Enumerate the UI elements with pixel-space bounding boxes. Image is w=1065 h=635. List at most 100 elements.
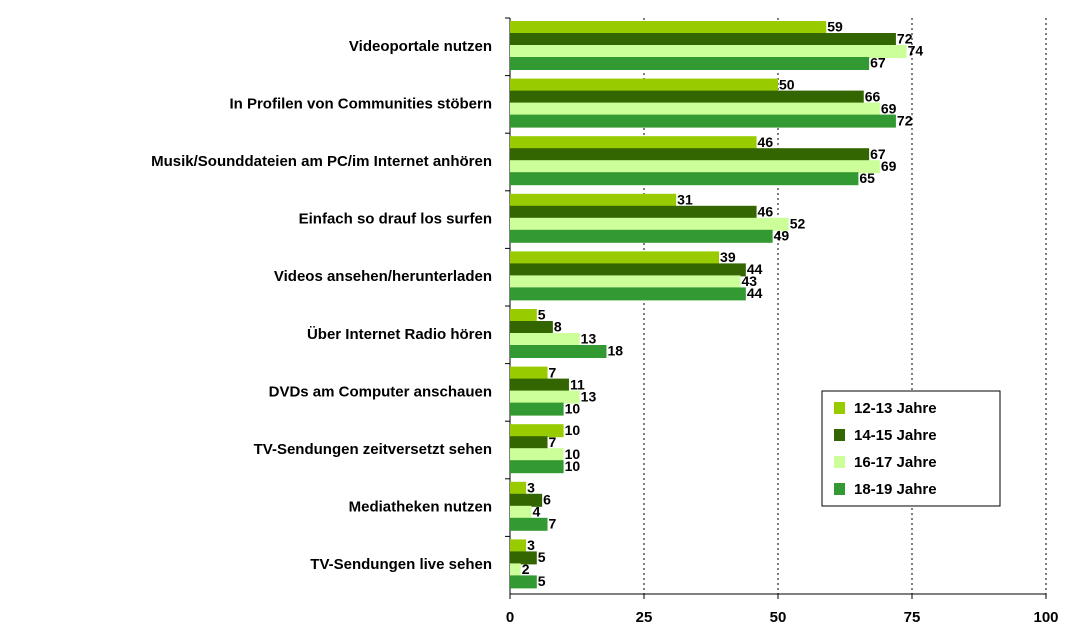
bar <box>510 172 859 186</box>
data-label: 8 <box>554 319 562 335</box>
bar <box>510 102 880 116</box>
data-label: 72 <box>897 112 913 128</box>
x-tick-label: 75 <box>904 609 921 626</box>
data-label: 50 <box>779 76 795 92</box>
data-label: 67 <box>870 55 886 71</box>
data-label: 18 <box>607 343 623 359</box>
bar <box>510 493 543 507</box>
data-label: 5 <box>538 307 546 323</box>
x-tick-label: 50 <box>770 609 787 626</box>
x-tick-label: 25 <box>636 609 653 626</box>
data-label: 3 <box>527 537 535 553</box>
bar <box>510 460 564 474</box>
bar <box>510 505 532 519</box>
bar <box>510 321 553 334</box>
bar <box>510 229 773 243</box>
data-label: 44 <box>747 261 763 277</box>
bar <box>510 551 537 565</box>
data-label: 4 <box>532 504 540 520</box>
y-tick-label: Einfach so drauf los surfen <box>299 211 492 228</box>
data-label: 59 <box>827 19 843 35</box>
bar <box>510 21 827 34</box>
data-label: 43 <box>741 273 757 289</box>
bar <box>510 57 870 70</box>
x-tick-label: 100 <box>1033 609 1058 626</box>
y-tick-label: Mediatheken nutzen <box>349 499 492 516</box>
bar <box>510 160 880 174</box>
bar <box>510 378 569 392</box>
data-label: 39 <box>720 249 736 265</box>
data-label: 6 <box>543 492 551 508</box>
data-label: 3 <box>527 480 535 496</box>
bar <box>510 366 548 380</box>
data-label: 65 <box>859 170 875 186</box>
y-tick-label: TV-Sendungen zeitversetzt sehen <box>254 441 492 458</box>
bar <box>510 287 746 301</box>
y-tick-label: DVDs am Computer anschauen <box>269 383 492 400</box>
bar <box>510 345 607 358</box>
bar <box>510 251 720 265</box>
data-label: 74 <box>908 43 924 59</box>
y-tick-label: Videoportale nutzen <box>349 38 492 55</box>
data-label: 13 <box>581 388 597 404</box>
bar <box>510 114 896 128</box>
y-tick-label: In Profilen von Communities stöbern <box>229 95 492 112</box>
data-label: 5 <box>538 549 546 565</box>
y-tick-label: Über Internet Radio hören <box>307 326 492 343</box>
data-label: 7 <box>549 516 557 532</box>
x-tick-label: 0 <box>506 609 514 626</box>
data-label: 7 <box>549 364 557 380</box>
bar <box>510 78 778 92</box>
data-label: 69 <box>881 100 897 116</box>
bar <box>510 436 548 450</box>
bar <box>510 33 896 46</box>
data-label: 46 <box>758 204 774 220</box>
data-label: 10 <box>565 400 581 416</box>
legend-label: 14-15 Jahre <box>854 427 937 444</box>
bar <box>510 309 537 322</box>
legend-swatch <box>834 483 845 495</box>
data-label: 31 <box>677 192 693 208</box>
data-label: 66 <box>865 88 881 104</box>
bar <box>510 193 677 207</box>
bar <box>510 563 521 577</box>
legend-swatch <box>834 429 845 441</box>
data-label: 5 <box>538 573 546 589</box>
legend-label: 18-19 Jahre <box>854 481 937 498</box>
bar <box>510 517 548 531</box>
data-label: 72 <box>897 31 913 47</box>
data-label: 10 <box>565 422 581 438</box>
legend-label: 16-17 Jahre <box>854 454 937 471</box>
bar <box>510 424 564 438</box>
legend-box <box>821 390 1001 507</box>
data-label: 2 <box>522 561 530 577</box>
legend-swatch <box>834 402 845 414</box>
bar <box>510 402 564 416</box>
legend-label: 12-13 Jahre <box>854 400 937 417</box>
bar <box>510 136 757 150</box>
bar <box>510 333 580 346</box>
bar <box>510 45 907 58</box>
data-label: 52 <box>790 216 806 232</box>
bar <box>510 148 870 162</box>
bar <box>510 539 527 553</box>
data-label: 7 <box>549 434 557 450</box>
data-label: 46 <box>758 134 774 150</box>
bar <box>510 575 537 589</box>
data-label: 67 <box>870 146 886 162</box>
data-label: 11 <box>570 376 585 392</box>
data-label: 49 <box>774 228 790 244</box>
data-label: 10 <box>565 446 581 462</box>
data-label: 44 <box>747 285 763 301</box>
bar <box>510 205 757 219</box>
bar <box>510 481 527 495</box>
bar <box>510 90 864 104</box>
legend-swatch <box>834 456 845 468</box>
bar <box>510 263 746 277</box>
y-tick-label: Videos ansehen/herunterladen <box>274 268 492 285</box>
data-label: 13 <box>581 331 597 347</box>
data-label: 10 <box>565 458 581 474</box>
data-label: 69 <box>881 158 897 174</box>
bar <box>510 275 741 289</box>
